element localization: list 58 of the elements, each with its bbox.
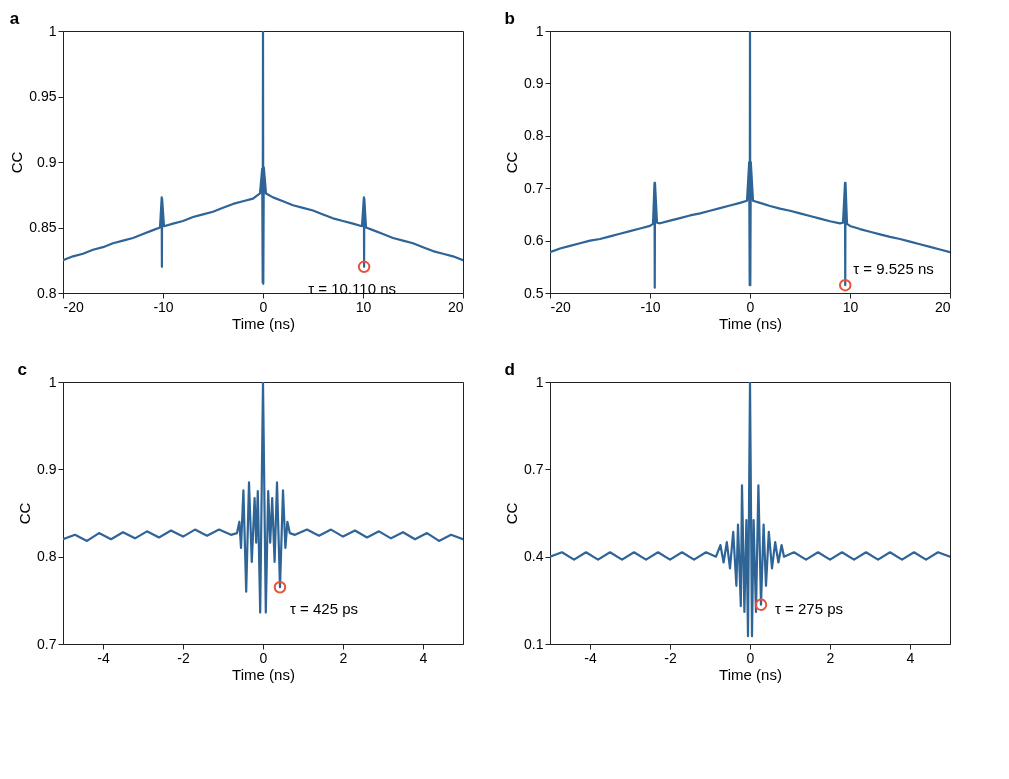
chart-title: d (504, 360, 515, 379)
x-tick-label: -4 (97, 649, 110, 666)
x-tick-label: -4 (584, 649, 597, 666)
y-tick-label: 1 (48, 373, 57, 390)
y-tick-label: 0.85 (29, 219, 57, 235)
x-tick-label: -20 (63, 298, 84, 315)
y-axis-title: CC (503, 151, 521, 174)
line-series (550, 31, 950, 289)
x-tick-label: 4 (419, 649, 428, 666)
y-tick-label: 0.95 (29, 88, 57, 104)
annotation: τ = 425 ps (290, 600, 359, 618)
x-tick-label: 0 (746, 298, 755, 315)
x-tick-label: -10 (640, 298, 661, 315)
x-tick-label: 10 (355, 298, 372, 315)
y-tick-label: 1 (535, 22, 544, 39)
x-tick-label: -10 (153, 298, 174, 315)
annotation: τ = 10.110 ns (308, 279, 396, 297)
x-tick-label: 0 (746, 649, 755, 666)
x-axis-title: Time (ns) (232, 314, 295, 332)
chart-title: c (17, 360, 28, 379)
y-tick-label: 0.1 (524, 635, 544, 652)
x-tick-label: 0 (259, 649, 268, 666)
y-tick-label: 0.7 (37, 635, 57, 652)
y-axis-title: CC (503, 502, 521, 525)
y-tick-label: 0.8 (37, 548, 57, 565)
x-axis-title: Time (ns) (719, 665, 782, 683)
y-tick-label: 0.9 (37, 153, 57, 170)
x-tick-label: 4 (906, 649, 915, 666)
x-axis-title: Time (ns) (232, 665, 295, 683)
y-axis-title: CC (16, 502, 34, 525)
y-tick-label: 0.7 (524, 179, 544, 196)
chart-title: a (9, 9, 20, 28)
y-tick-label: 0.5 (524, 284, 544, 301)
y-tick-label: 0.8 (37, 284, 57, 301)
y-tick-label: 1 (48, 22, 57, 39)
x-axis-title: Time (ns) (719, 314, 782, 332)
line-series (550, 382, 950, 638)
x-tick-label: 10 (842, 298, 859, 315)
y-tick-label: 1 (535, 373, 544, 390)
x-tick-label: -2 (664, 649, 677, 666)
y-tick-label: 0.9 (37, 460, 57, 477)
x-tick-label: 0 (259, 298, 268, 315)
x-tick-label: 2 (826, 649, 835, 666)
y-axis-title: CC (8, 151, 26, 174)
y-tick-label: 0.9 (524, 74, 544, 91)
x-tick-label: -20 (550, 298, 571, 315)
y-tick-label: 0.6 (524, 232, 544, 249)
y-tick-label: 0.4 (524, 548, 544, 565)
chart-title: b (504, 9, 515, 28)
annotation: τ = 9.525 ns (853, 260, 934, 278)
x-tick-label: 20 (447, 298, 464, 315)
y-tick-label: 0.7 (524, 460, 544, 477)
x-tick-label: 2 (339, 649, 348, 666)
x-tick-label: 20 (934, 298, 951, 315)
x-tick-label: -2 (177, 649, 190, 666)
line-series (63, 31, 463, 285)
annotation: τ = 275 ps (775, 599, 844, 617)
y-tick-label: 0.8 (524, 127, 544, 144)
